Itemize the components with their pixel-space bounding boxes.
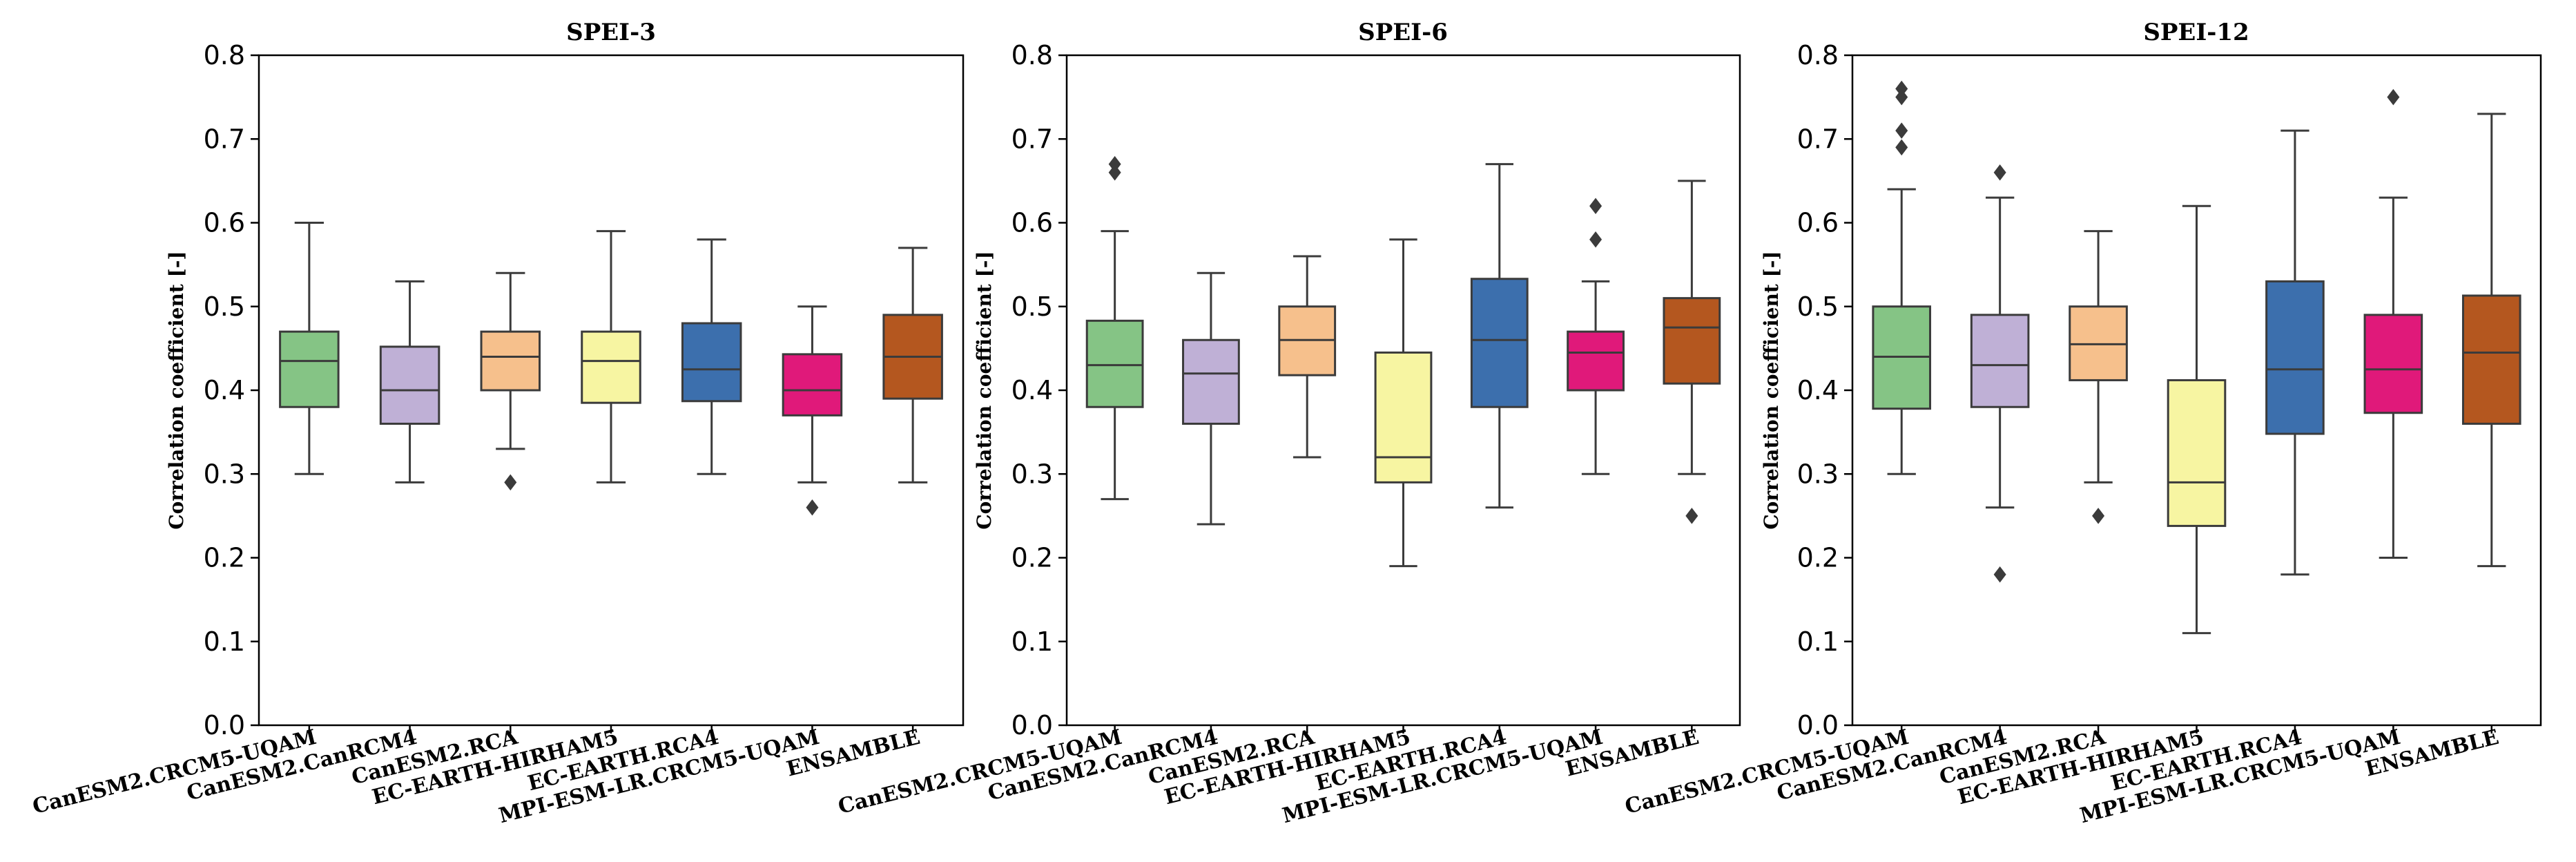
plot-frame xyxy=(258,54,965,727)
iqr-box xyxy=(681,322,742,403)
outlier-point xyxy=(1108,155,1121,173)
y-tick-label: 0.5 xyxy=(1797,291,1839,322)
box-mpi-esm-lr-crcm5-uqam xyxy=(2363,88,2423,559)
y-tick-label: 0.5 xyxy=(1011,291,1053,322)
box-ec-earth-hirham5 xyxy=(1374,238,1433,568)
outlier-point xyxy=(1589,231,1602,248)
panel-title: SPEI-12 xyxy=(2143,19,2249,46)
box-ec-earth-hirham5 xyxy=(2167,204,2227,635)
iqr-box xyxy=(2461,294,2521,425)
y-tick-label: 0.8 xyxy=(1011,40,1053,70)
outlier-point xyxy=(2387,88,2400,106)
y-tick-label: 0.8 xyxy=(204,40,245,70)
outlier-point xyxy=(2092,508,2105,524)
y-tick-label: 0.4 xyxy=(204,375,245,405)
y-tick-label: 0.3 xyxy=(1797,459,1839,489)
y-tick-label: 0.6 xyxy=(1011,208,1053,238)
box-mpi-esm-lr-crcm5-uqam xyxy=(782,305,843,516)
y-tick-label: 0.3 xyxy=(1011,459,1053,489)
y-tick-label: 0.4 xyxy=(1797,375,1839,405)
outlier-point xyxy=(1993,566,2006,583)
box-ec-earth-rca4 xyxy=(2265,129,2325,576)
iqr-box xyxy=(1182,338,1240,425)
panel-spei-12: SPEI-12 Correlation coefficient [-] 0.0 0.1… xyxy=(1623,19,2542,828)
plot-frame xyxy=(1065,54,1741,727)
iqr-box xyxy=(2265,280,2325,435)
box-mpi-esm-lr-crcm5-uqam xyxy=(1567,198,1625,475)
y-tick-label: 0.8 xyxy=(1797,40,1839,70)
box-canesm2-rca xyxy=(1278,255,1337,459)
y-tick-label: 0.7 xyxy=(204,124,245,154)
outlier-point xyxy=(1895,80,1908,97)
plot-frame xyxy=(1851,54,2542,727)
y-tick-label: 0.2 xyxy=(1797,543,1839,573)
iqr-box xyxy=(2167,379,2227,527)
outlier-point xyxy=(1895,122,1908,139)
iqr-box xyxy=(279,330,340,408)
y-tick-label: 0.3 xyxy=(204,459,245,489)
panel-title: SPEI-3 xyxy=(566,19,656,46)
box-canesm2-canrcm4 xyxy=(1182,271,1240,526)
iqr-box xyxy=(1470,278,1529,408)
iqr-box xyxy=(1970,314,2030,408)
y-tick-label: 0.0 xyxy=(1797,710,1839,740)
y-tick-label: 0.7 xyxy=(1797,124,1839,154)
iqr-box xyxy=(2363,314,2423,414)
panel-spei-6: SPEI-6 Correlation coefficient [-] 0.0 0.1 0… xyxy=(835,19,1741,828)
outlier-point xyxy=(806,499,819,516)
iqr-box xyxy=(782,353,843,416)
y-tick-label: 0.1 xyxy=(1011,626,1053,657)
iqr-box xyxy=(1374,351,1433,483)
outlier-point xyxy=(1895,139,1908,156)
outlier-point xyxy=(1895,88,1908,106)
box-canesm2-crcm5-uqam xyxy=(279,222,340,475)
box-ensamble xyxy=(1663,180,1721,524)
outlier-point xyxy=(1993,164,2006,181)
box-ec-earth-hirham5 xyxy=(581,230,641,483)
y-tick-label: 0.6 xyxy=(204,208,245,238)
y-tick-label: 0.5 xyxy=(204,291,245,322)
iqr-box xyxy=(1663,297,1721,385)
outlier-point xyxy=(1108,164,1121,181)
iqr-box xyxy=(1085,319,1144,408)
y-axis-label: Correlation coefficient [-] xyxy=(973,251,996,529)
y-tick-label: 0.1 xyxy=(204,626,245,657)
box-canesm2-crcm5-uqam xyxy=(1872,80,1932,475)
box-ensamble xyxy=(2461,113,2521,568)
y-axis-label: Correlation coefficient [-] xyxy=(1760,251,1783,529)
outlier-point xyxy=(504,474,517,491)
y-tick-label: 0.4 xyxy=(1011,375,1053,405)
outlier-point xyxy=(1589,198,1602,214)
y-tick-label: 0.6 xyxy=(1797,208,1839,238)
y-tick-label: 0.2 xyxy=(204,543,245,573)
y-tick-label: 0.7 xyxy=(1011,124,1053,154)
y-tick-label: 0.2 xyxy=(1011,543,1053,573)
box-canesm2-canrcm4 xyxy=(379,280,440,483)
panel-title: SPEI-6 xyxy=(1358,19,1448,46)
iqr-box xyxy=(480,330,541,392)
box-canesm2-rca xyxy=(2069,230,2128,524)
iqr-box xyxy=(581,330,641,404)
y-tick-label: 0.0 xyxy=(1011,710,1053,740)
box-ensamble xyxy=(882,247,943,483)
iqr-box xyxy=(1567,330,1625,392)
box-canesm2-rca xyxy=(480,271,541,491)
iqr-box xyxy=(379,345,440,425)
box-canesm2-canrcm4 xyxy=(1970,164,2030,583)
box-ec-earth-rca4 xyxy=(681,238,742,475)
panel-spei-3: SPEI-3 Correlation coefficient [-] 0.0 0.1 0… xyxy=(30,19,965,828)
box-canesm2-crcm5-uqam xyxy=(1085,155,1144,501)
y-axis-label: Correlation coefficient [-] xyxy=(165,251,188,529)
box-ec-earth-rca4 xyxy=(1470,163,1529,509)
outlier-point xyxy=(1685,508,1698,524)
y-tick-label: 0.0 xyxy=(204,710,245,740)
y-tick-label: 0.1 xyxy=(1797,626,1839,657)
